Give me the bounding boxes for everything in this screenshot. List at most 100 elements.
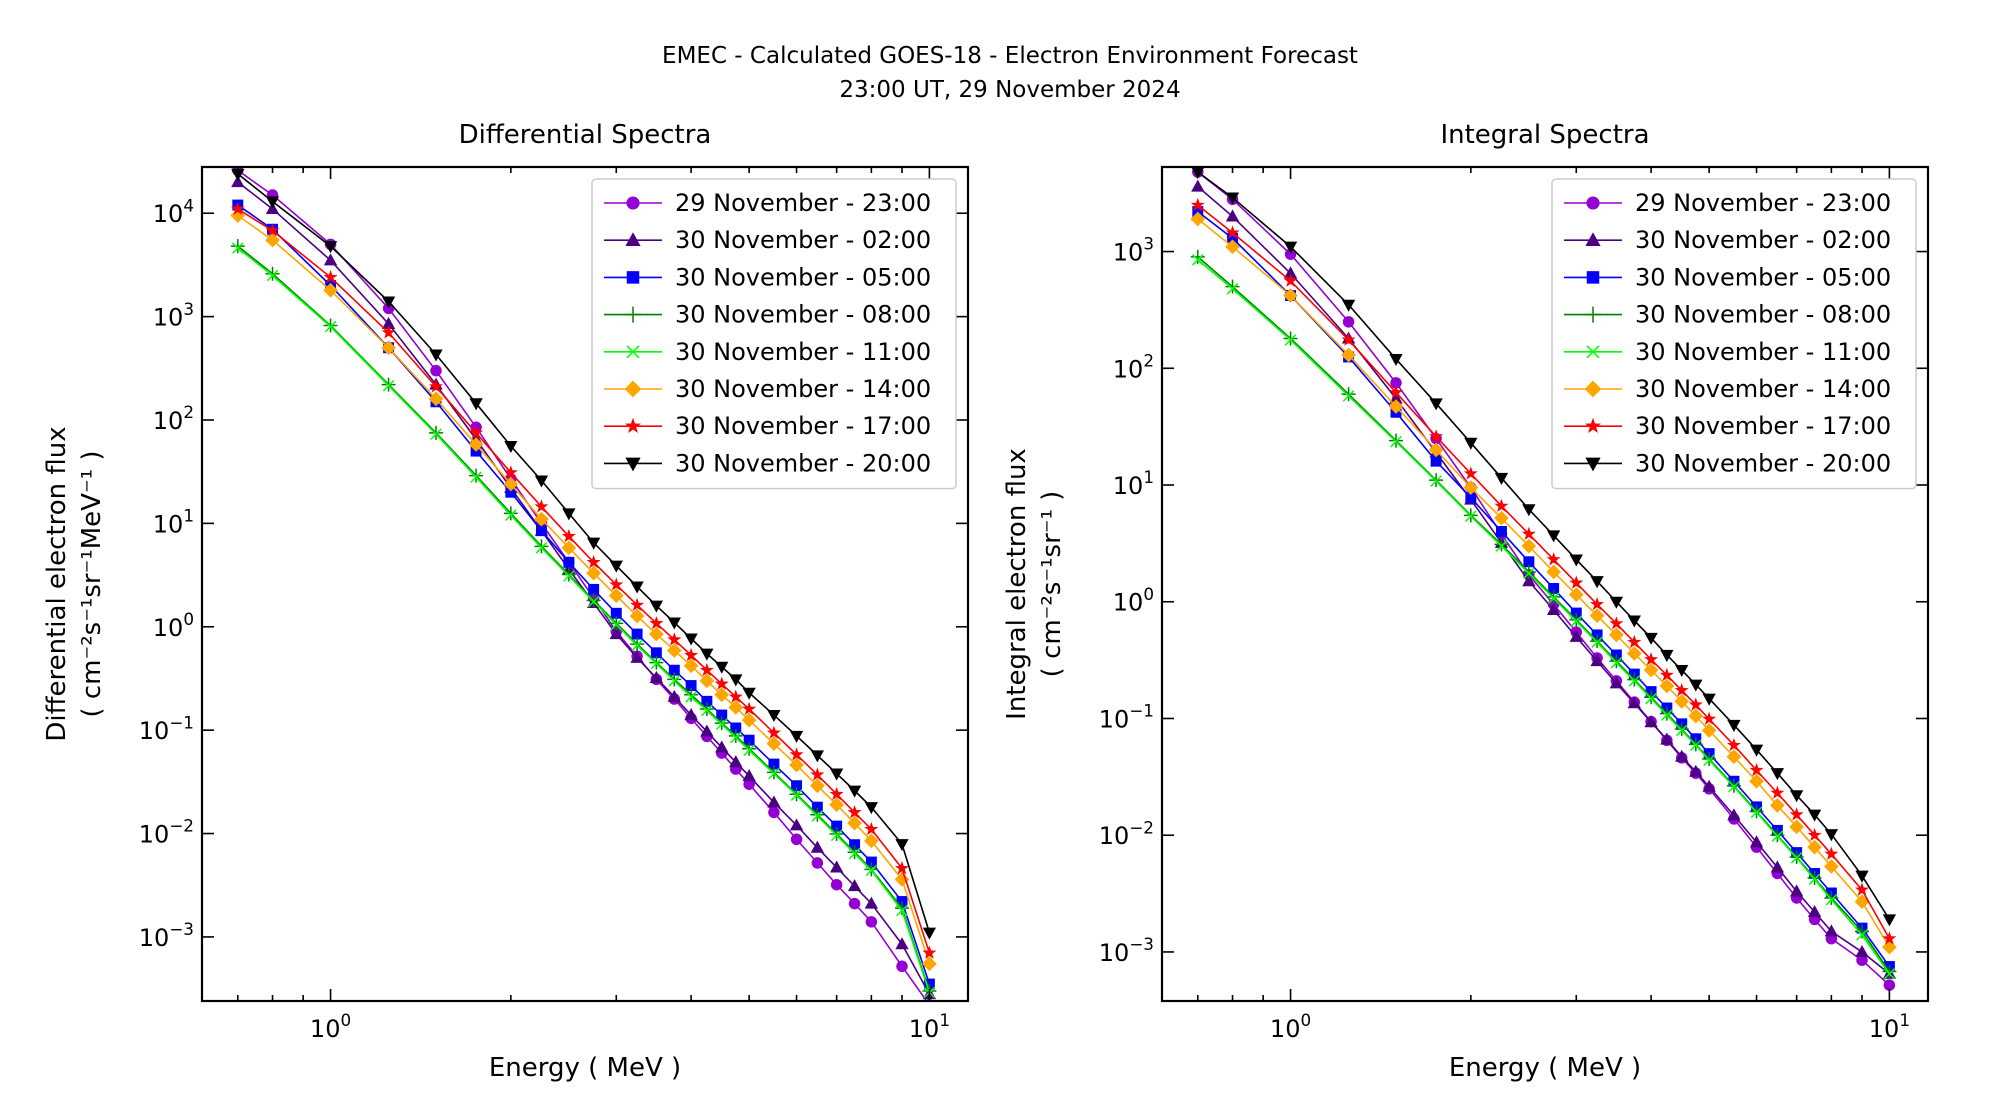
series-6	[230, 201, 937, 959]
data-point	[1659, 678, 1675, 694]
legend-label: 30 November - 11:00	[1635, 338, 1891, 366]
data-point	[534, 475, 549, 488]
legend-marker	[1585, 306, 1601, 323]
data-point	[323, 282, 338, 298]
legend-label: 30 November - 20:00	[675, 449, 931, 477]
data-point	[1883, 979, 1896, 991]
data-point	[1521, 564, 1536, 579]
data-point	[265, 223, 280, 237]
legend-label: 30 November - 17:00	[1635, 412, 1891, 440]
data-point	[562, 508, 576, 521]
data-point	[1807, 904, 1822, 918]
integral-spectra-panel: Integral Spectra 100 101 10−3 10−2 10−1 100 101…	[1002, 120, 1930, 1083]
data-point	[701, 695, 713, 707]
data-point	[1627, 615, 1641, 628]
data-point	[865, 916, 878, 928]
data-point	[323, 318, 338, 333]
data-point	[1628, 675, 1641, 687]
data-point	[534, 511, 549, 527]
data-point	[811, 801, 823, 813]
data-point	[864, 833, 879, 849]
data-point	[789, 757, 804, 773]
legend-label: 30 November - 14:00	[1635, 375, 1891, 403]
data-point	[790, 789, 803, 801]
data-point	[730, 731, 742, 744]
data-point	[535, 525, 547, 537]
data-point	[1702, 693, 1716, 706]
series-5	[1190, 211, 1897, 955]
data-point	[1569, 612, 1584, 627]
data-point	[766, 736, 782, 752]
data-point	[1283, 266, 1298, 279]
data-point	[1191, 179, 1205, 192]
data-point	[1856, 929, 1868, 941]
data-point	[894, 872, 910, 887]
data-point	[1824, 890, 1839, 905]
legend-label: 30 November - 11:00	[675, 338, 931, 366]
data-point	[700, 724, 714, 737]
data-point	[829, 786, 844, 801]
data-point	[1675, 724, 1688, 737]
data-point	[1882, 964, 1897, 979]
data-point	[1590, 654, 1604, 667]
data-point	[742, 769, 756, 782]
data-point	[503, 476, 519, 492]
data-point	[1660, 649, 1674, 662]
data-point	[667, 689, 681, 702]
data-point	[895, 839, 909, 852]
data-point	[609, 616, 624, 631]
data-point	[1569, 554, 1583, 567]
data-point	[847, 845, 862, 860]
data-point	[1225, 209, 1240, 222]
data-point	[831, 820, 843, 832]
data-point	[742, 701, 757, 715]
data-point	[741, 712, 757, 728]
data-point	[768, 806, 780, 819]
data-point	[1428, 442, 1444, 458]
data-point	[1546, 589, 1561, 604]
legend-marker	[1585, 417, 1601, 433]
data-point	[649, 615, 664, 630]
data-point	[631, 628, 643, 640]
y-axis-label: Integral electron flux	[1002, 448, 1032, 720]
series-6	[1190, 197, 1897, 945]
data-point	[504, 440, 518, 454]
data-point	[1645, 692, 1657, 705]
data-point	[701, 704, 713, 717]
data-point	[561, 540, 577, 556]
y-tick-label: 10−2	[1099, 817, 1154, 850]
data-point	[1674, 683, 1689, 697]
data-point	[1659, 667, 1674, 682]
data-point	[1689, 764, 1703, 777]
data-point	[1226, 282, 1239, 295]
data-point	[1855, 944, 1869, 957]
data-point	[1883, 968, 1896, 980]
data-point	[469, 468, 484, 483]
data-point	[1882, 914, 1897, 927]
data-point	[1283, 241, 1298, 254]
data-point	[1626, 646, 1642, 661]
data-point	[767, 795, 781, 808]
legend-marker	[1585, 457, 1601, 472]
data-point	[1283, 288, 1298, 303]
data-point	[1546, 602, 1561, 616]
legend-label: 30 November - 08:00	[1635, 301, 1891, 329]
data-point	[1546, 564, 1561, 580]
data-point	[1749, 744, 1764, 757]
data-point	[1465, 492, 1477, 504]
data-point	[470, 471, 482, 483]
data-point	[1789, 819, 1804, 835]
data-point	[716, 709, 728, 721]
data-point	[1521, 526, 1536, 541]
data-point	[811, 857, 824, 869]
data-point	[586, 593, 601, 608]
data-point	[1627, 696, 1641, 709]
legend-label: 30 November - 02:00	[1635, 226, 1891, 254]
y-tick-label: 101	[153, 506, 194, 539]
data-point	[1465, 510, 1477, 523]
data-point	[730, 722, 742, 734]
data-point	[684, 647, 699, 662]
data-point	[468, 437, 484, 452]
data-point	[610, 618, 623, 631]
